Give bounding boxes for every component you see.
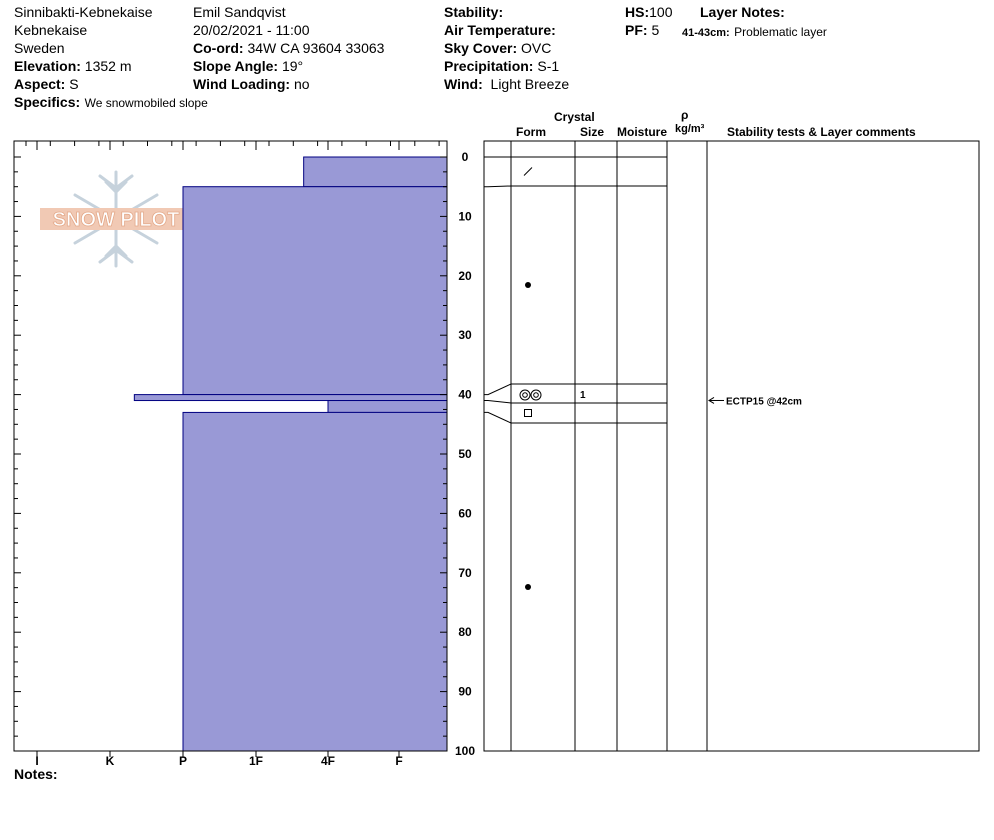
hardness-layer-bar bbox=[133, 394, 448, 402]
location: Sinnibakti-Kebnekaise bbox=[14, 4, 153, 20]
moisture-header: Moisture bbox=[617, 125, 668, 139]
hardness-layer-bar bbox=[303, 156, 448, 188]
hardness-layer-bar bbox=[182, 411, 448, 752]
slope-angle: Slope Angle: 19° bbox=[193, 58, 304, 74]
crystal-header: Crystal bbox=[554, 110, 595, 124]
notes-label: Notes: bbox=[14, 766, 58, 782]
depth-tick-label: 90 bbox=[458, 685, 472, 699]
aspect: Aspect: S bbox=[14, 76, 79, 92]
wind: Wind: Light Breeze bbox=[444, 76, 570, 92]
hs: HS:100 bbox=[625, 4, 673, 20]
stability-test-label: ECTP15 @42cm bbox=[726, 396, 802, 407]
depth-tick-label: 40 bbox=[458, 388, 472, 402]
pf: PF: 5 bbox=[625, 22, 660, 38]
region: Kebnekaise bbox=[14, 22, 88, 38]
depth-tick-label: 30 bbox=[458, 328, 472, 342]
snowpilot-logo-text: SNOW PILOT bbox=[53, 209, 180, 231]
depth-tick-label: 100 bbox=[455, 744, 475, 758]
depth-tick-label: 60 bbox=[458, 506, 472, 520]
datetime: 20/02/2021 - 11:00 bbox=[193, 22, 310, 38]
faceted-icon bbox=[524, 409, 532, 417]
stability-label: Stability: bbox=[444, 4, 504, 20]
snowpilot-logo: SNOW PILOT bbox=[40, 170, 192, 268]
decomposing-stroke bbox=[523, 167, 533, 176]
form-header: Form bbox=[516, 125, 546, 139]
stability-test-arrowhead bbox=[708, 397, 715, 404]
country: Sweden bbox=[14, 40, 65, 56]
air-temp-label: Air Temperature: bbox=[444, 22, 556, 38]
square-mark bbox=[524, 409, 532, 417]
hardness-tick-label: F bbox=[395, 754, 402, 768]
ring-mark bbox=[533, 392, 539, 398]
precipitation: Precipitation: S-1 bbox=[444, 58, 560, 74]
chart-frame bbox=[13, 140, 448, 752]
surface-hoar-icon bbox=[519, 389, 542, 401]
ring-mark bbox=[519, 389, 531, 401]
layer-notes-label: Layer Notes: bbox=[700, 4, 785, 20]
melt-forms-icon bbox=[525, 584, 531, 590]
sky-cover: Sky Cover: OVC bbox=[444, 40, 552, 56]
hardness-layer-bar bbox=[327, 400, 448, 413]
hardness-tick-label: K bbox=[106, 754, 115, 768]
layer-connector bbox=[484, 185, 512, 188]
ring-mark bbox=[522, 392, 528, 398]
layer-connector bbox=[484, 400, 512, 404]
layer-table-frame bbox=[483, 140, 980, 752]
hardness-tick-label: 1F bbox=[249, 754, 263, 768]
depth-tick-label: 50 bbox=[458, 447, 472, 461]
coordinates: Co-ord: 34W CA 93604 33063 bbox=[193, 40, 385, 56]
dot-mark bbox=[525, 282, 531, 288]
depth-tick-label: 10 bbox=[458, 209, 472, 223]
depth-tick-label: 0 bbox=[462, 150, 469, 164]
hardness-tick-label: P bbox=[179, 754, 187, 768]
depth-tick-label: 20 bbox=[458, 269, 472, 283]
ring-mark bbox=[530, 389, 542, 401]
decomposing-icon bbox=[523, 167, 533, 176]
size-header: Size bbox=[580, 125, 605, 139]
observer: Emil Sandqvist bbox=[193, 4, 286, 20]
depth-tick-label: 70 bbox=[458, 566, 472, 580]
layer-connector bbox=[484, 383, 512, 396]
specifics: Specifics: We snowmobiled slope bbox=[14, 94, 208, 110]
dot-mark bbox=[525, 584, 531, 590]
elevation: Elevation: 1352 m bbox=[14, 58, 132, 74]
crystal-size-label: 1 bbox=[580, 390, 586, 401]
layer-connector bbox=[484, 411, 512, 424]
layer-note: 41-43cm: Problematic layer bbox=[682, 25, 827, 39]
depth-tick-label: 80 bbox=[458, 625, 472, 639]
hardness-tick-label: I bbox=[35, 754, 38, 768]
density-unit-header: kg/m³ bbox=[675, 123, 705, 135]
wind-loading: Wind Loading: no bbox=[193, 76, 310, 92]
rho-header: ρ bbox=[681, 108, 689, 122]
hardness-tick-label: 4F bbox=[321, 754, 335, 768]
comments-header: Stability tests & Layer comments bbox=[727, 125, 916, 139]
hardness-layer-bar bbox=[182, 186, 448, 396]
melt-forms-icon bbox=[525, 282, 531, 288]
